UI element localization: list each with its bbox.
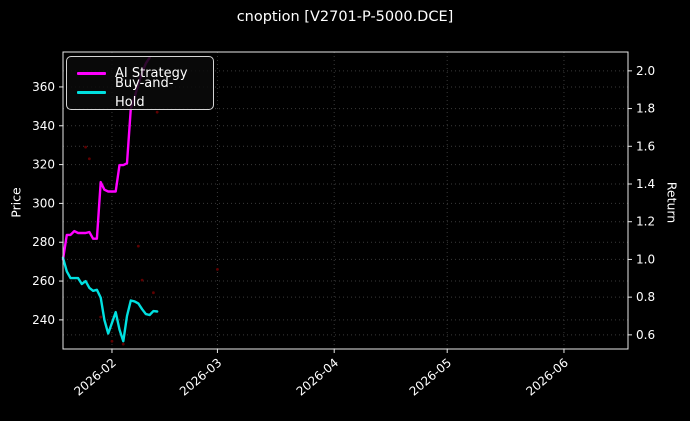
scatter-dot bbox=[99, 315, 103, 319]
x-tick-label: 2026-03 bbox=[177, 356, 224, 399]
y-tick-label-left: 260 bbox=[32, 274, 55, 288]
scatter-dot bbox=[152, 291, 155, 295]
scatter-dot bbox=[155, 110, 159, 114]
left-axis-label: Price bbox=[8, 187, 24, 218]
buy-and-hold-line-swatch bbox=[77, 91, 106, 94]
y-tick-label-right: 0.6 bbox=[636, 328, 655, 342]
legend-item-ai-strategy: AI Strategy bbox=[77, 64, 203, 83]
x-tick-label: 2026-06 bbox=[523, 356, 570, 399]
x-tick-label: 2026-04 bbox=[294, 356, 341, 399]
legend: AI Strategy Buy-and-Hold bbox=[66, 56, 214, 110]
y-tick-label-left: 360 bbox=[32, 80, 55, 94]
scatter-dot bbox=[136, 244, 140, 248]
y-tick-label-right: 0.8 bbox=[636, 290, 655, 304]
series-line-buy-and-hold bbox=[61, 256, 159, 343]
ai-strategy-line-swatch bbox=[77, 72, 106, 75]
scatter-dot bbox=[140, 278, 144, 282]
scatter-dot bbox=[87, 157, 91, 161]
chart-title: cnoption [V2701-P-5000.DCE] bbox=[236, 9, 454, 25]
x-tick-label: 2026-05 bbox=[407, 356, 454, 399]
scatter-dot bbox=[110, 339, 114, 343]
scatter-dot bbox=[121, 342, 125, 346]
scatter-dot bbox=[216, 268, 219, 271]
axes-frame bbox=[62, 51, 629, 350]
y-tick-label-right: 1.2 bbox=[636, 215, 655, 229]
y-tick-label-right: 1.4 bbox=[636, 177, 655, 191]
scatter-dot bbox=[84, 145, 87, 149]
y-tick-label-left: 300 bbox=[32, 196, 55, 210]
legend-label-ai-strategy: AI Strategy bbox=[115, 66, 188, 81]
x-tick-label: 2026-02 bbox=[71, 356, 118, 399]
y-tick-label-right: 1.0 bbox=[636, 252, 655, 266]
y-tick-label-right: 1.8 bbox=[636, 102, 655, 116]
y-tick-label-right: 1.6 bbox=[636, 139, 655, 153]
y-tick-label-left: 340 bbox=[32, 119, 55, 133]
legend-label-buy-and-hold: Buy-and-Hold bbox=[114, 75, 174, 110]
right-axis-label: Return bbox=[664, 181, 680, 224]
y-tick-label-left: 320 bbox=[32, 158, 55, 172]
y-tick-label-left: 280 bbox=[32, 235, 55, 249]
y-tick-label-right: 2.0 bbox=[636, 64, 655, 78]
legend-item-buy-and-hold: Buy-and-Hold bbox=[77, 76, 203, 110]
y-tick-label-left: 240 bbox=[32, 313, 55, 327]
